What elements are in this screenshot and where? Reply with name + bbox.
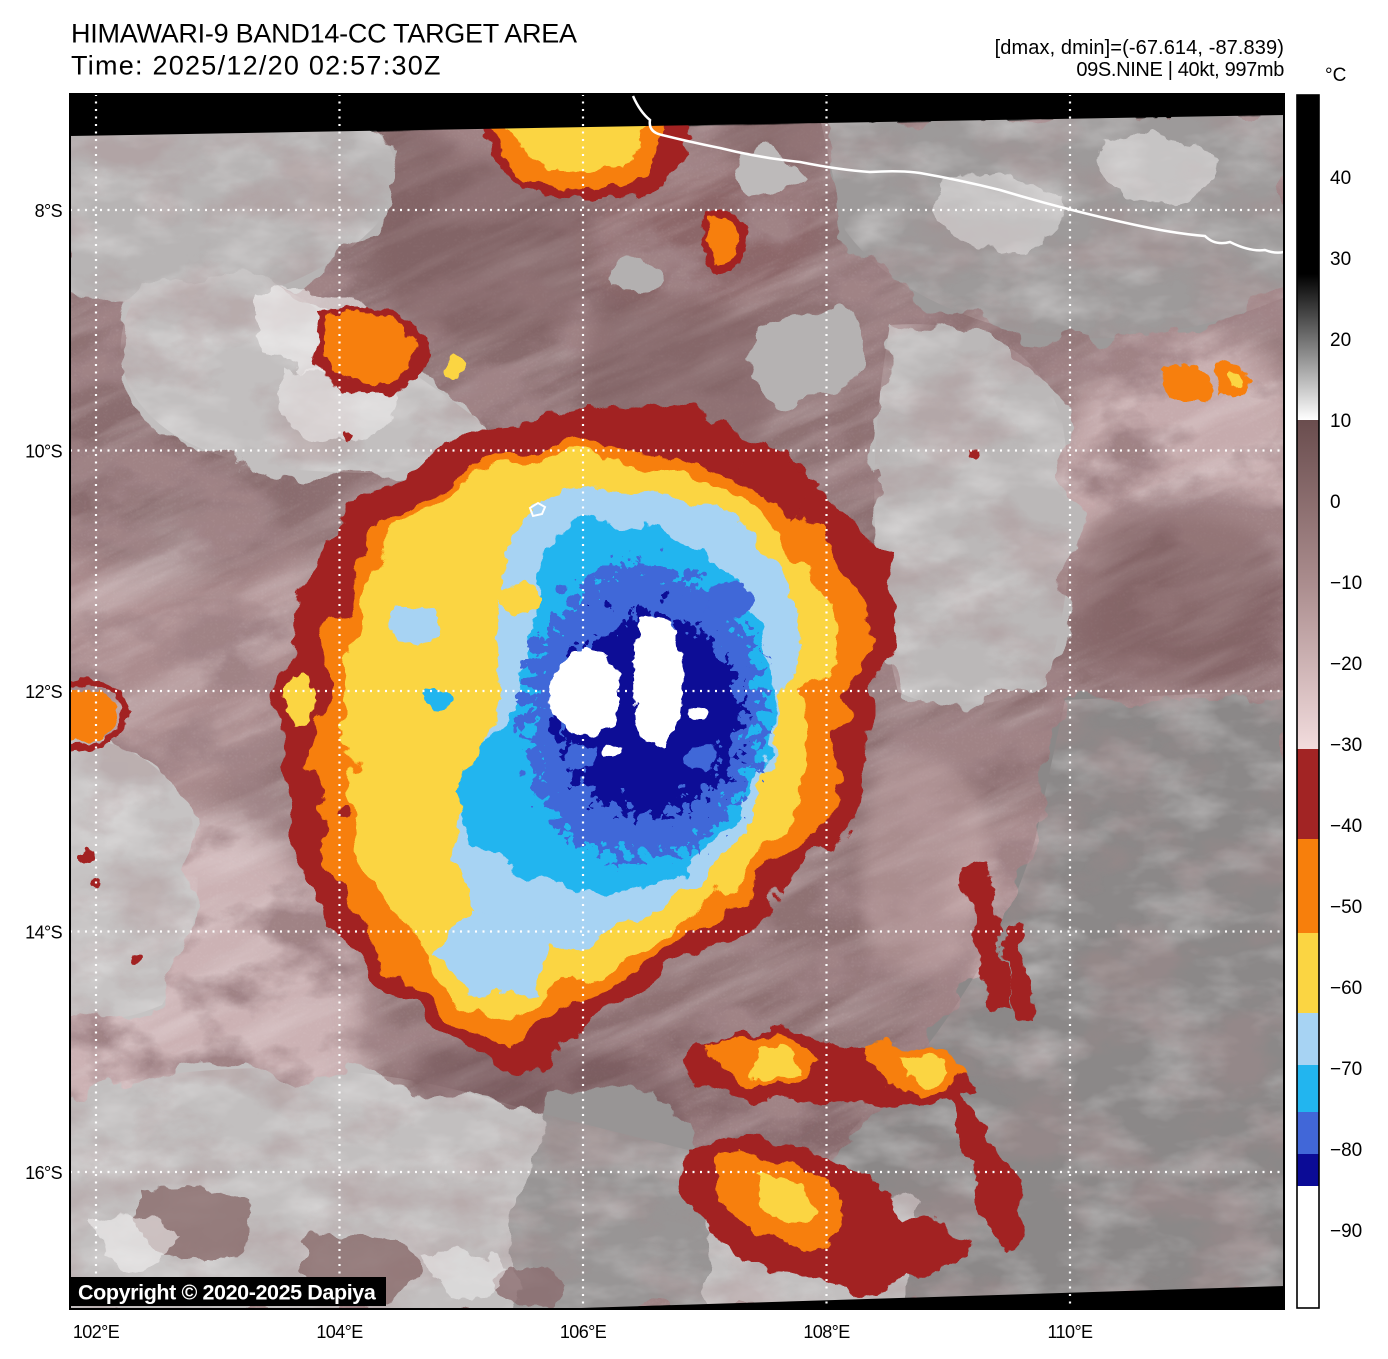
svg-text:108°E: 108°E	[803, 1322, 850, 1342]
svg-text:−30: −30	[1330, 735, 1362, 756]
svg-text:[dmax, dmin]=(-67.614, -87.839: [dmax, dmin]=(-67.614, -87.839)	[995, 37, 1284, 59]
svg-text:Time: 2025/12/20 02:57:30Z: Time: 2025/12/20 02:57:30Z	[71, 51, 442, 81]
svg-text:110°E: 110°E	[1048, 1322, 1093, 1342]
svg-text:0: 0	[1330, 492, 1341, 513]
svg-text:°C: °C	[1325, 65, 1346, 86]
svg-text:40: 40	[1330, 168, 1351, 189]
svg-text:Copyright © 2020-2025 Dapiya: Copyright © 2020-2025 Dapiya	[78, 1281, 377, 1305]
svg-text:102°E: 102°E	[73, 1322, 120, 1342]
svg-text:14°S: 14°S	[25, 923, 62, 943]
svg-text:12°S: 12°S	[25, 682, 62, 702]
svg-text:−10: −10	[1330, 573, 1362, 594]
svg-text:−90: −90	[1330, 1221, 1362, 1242]
svg-text:20: 20	[1330, 330, 1351, 351]
svg-text:10: 10	[1330, 411, 1351, 432]
svg-text:106°E: 106°E	[560, 1322, 607, 1342]
svg-text:104°E: 104°E	[316, 1322, 363, 1342]
svg-text:16°S: 16°S	[25, 1163, 62, 1183]
svg-text:−50: −50	[1330, 897, 1362, 918]
svg-text:30: 30	[1330, 249, 1351, 270]
svg-text:−80: −80	[1330, 1140, 1362, 1161]
svg-text:−40: −40	[1330, 816, 1362, 837]
svg-text:−20: −20	[1330, 654, 1362, 675]
svg-text:−60: −60	[1330, 978, 1362, 999]
svg-text:8°S: 8°S	[35, 201, 63, 221]
svg-text:09S.NINE | 40kt, 997mb: 09S.NINE | 40kt, 997mb	[1076, 59, 1284, 81]
svg-text:HIMAWARI-9 BAND14-CC TARGET AR: HIMAWARI-9 BAND14-CC TARGET AREA	[71, 19, 577, 49]
svg-text:−70: −70	[1330, 1059, 1362, 1080]
svg-text:10°S: 10°S	[25, 442, 62, 462]
